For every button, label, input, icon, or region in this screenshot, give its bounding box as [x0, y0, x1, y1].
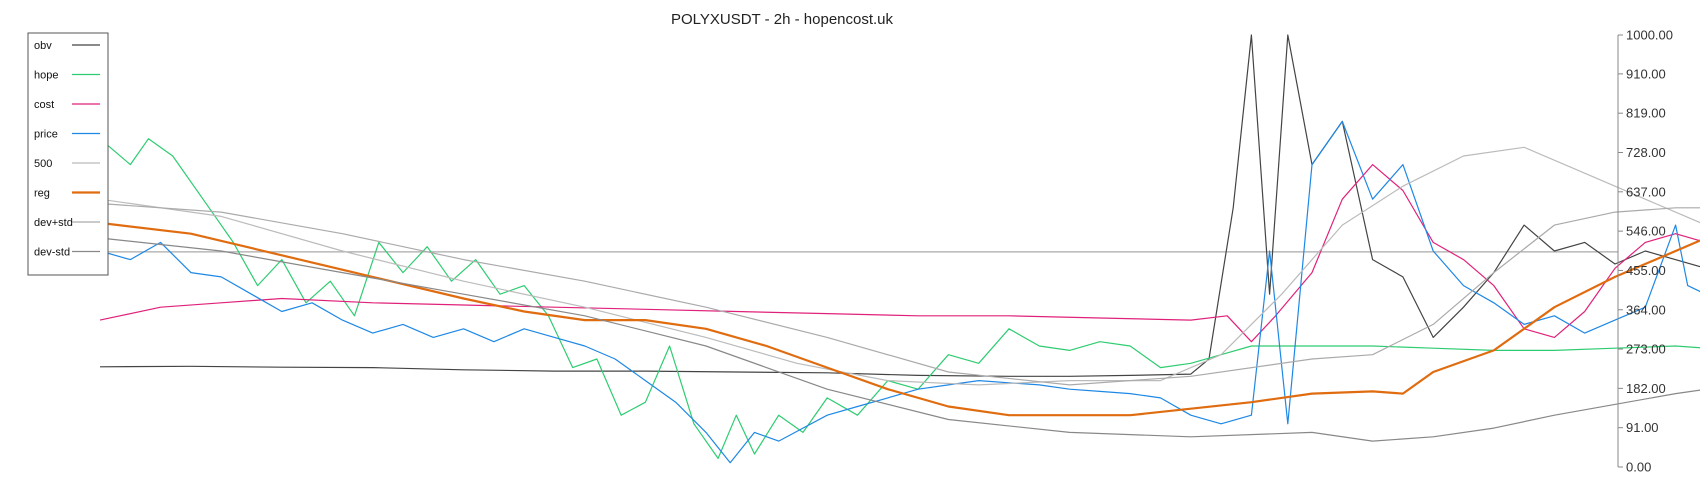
- series-line-dev-std: [99, 202, 1700, 386]
- y-tick-label: 455.00: [1626, 263, 1666, 278]
- y-axis: 1000.00 910.00 819.00 728.00 637.00 546.00 455…: [1617, 28, 1673, 475]
- series-line-dev-std: [99, 237, 1700, 442]
- chart-title: POLYXUSDT - 2h - hopencost.uk: [671, 11, 894, 28]
- y-tick-label: 91.00: [1626, 420, 1659, 435]
- legend-label-price: price: [34, 129, 58, 141]
- series-line-hope: [99, 138, 1700, 459]
- y-tick-label: 0.00: [1626, 460, 1651, 475]
- legend-label-dev-std: dev-std: [34, 247, 70, 259]
- legend-label-cost: cost: [34, 99, 54, 111]
- y-tick-label: 1000.00: [1626, 28, 1673, 43]
- y-tick-label: 637.00: [1626, 184, 1666, 199]
- series-line-reg: [99, 221, 1700, 417]
- y-tick-label: 182.00: [1626, 381, 1666, 396]
- series-line-obv: [99, 34, 1700, 377]
- y-tick-label: 546.00: [1626, 224, 1666, 239]
- y-tick-label: 819.00: [1626, 106, 1666, 121]
- plot-area: [28, 34, 1700, 464]
- y-tick-label: 910.00: [1626, 66, 1666, 81]
- legend-label-obv: obv: [34, 40, 52, 52]
- legend: obv hope cost price 500 reg dev+std dev-std: [27, 32, 109, 276]
- series-line-price: [99, 120, 1700, 464]
- legend-box: [27, 32, 109, 276]
- y-tick-label: 273.00: [1626, 342, 1666, 357]
- legend-label-500: 500: [34, 158, 52, 170]
- legend-label-hope: hope: [34, 70, 58, 82]
- series-line-cost: [99, 164, 1700, 343]
- y-tick-label: 728.00: [1626, 145, 1666, 160]
- legend-label-reg: reg: [34, 188, 50, 200]
- y-tick-label: 364.00: [1626, 302, 1666, 317]
- series-line-500: [99, 146, 1700, 386]
- legend-label-dev-std: dev+std: [34, 217, 73, 229]
